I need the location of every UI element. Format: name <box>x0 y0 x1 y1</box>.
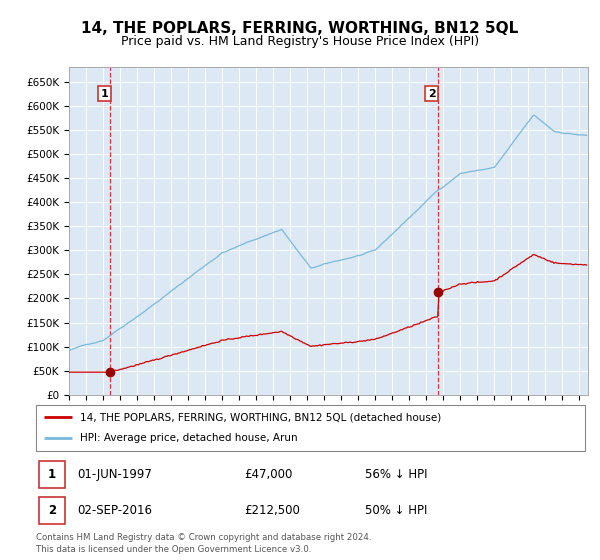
Text: 1: 1 <box>100 88 108 99</box>
Text: 14, THE POPLARS, FERRING, WORTHING, BN12 5QL: 14, THE POPLARS, FERRING, WORTHING, BN12… <box>82 21 518 36</box>
Bar <box>39 497 65 524</box>
Text: 50% ↓ HPI: 50% ↓ HPI <box>365 504 428 517</box>
Text: 01-JUN-1997: 01-JUN-1997 <box>77 468 152 481</box>
Text: 1: 1 <box>48 468 56 481</box>
Text: Contains HM Land Registry data © Crown copyright and database right 2024.
This d: Contains HM Land Registry data © Crown c… <box>36 533 371 554</box>
Text: 56% ↓ HPI: 56% ↓ HPI <box>365 468 428 481</box>
Text: 2: 2 <box>48 504 56 517</box>
Text: HPI: Average price, detached house, Arun: HPI: Average price, detached house, Arun <box>80 433 298 444</box>
Text: £47,000: £47,000 <box>245 468 293 481</box>
Text: 2: 2 <box>428 88 436 99</box>
Bar <box>39 461 65 488</box>
Text: 14, THE POPLARS, FERRING, WORTHING, BN12 5QL (detached house): 14, THE POPLARS, FERRING, WORTHING, BN12… <box>80 412 441 422</box>
Text: £212,500: £212,500 <box>245 504 301 517</box>
Text: 02-SEP-2016: 02-SEP-2016 <box>77 504 152 517</box>
Text: Price paid vs. HM Land Registry's House Price Index (HPI): Price paid vs. HM Land Registry's House … <box>121 35 479 48</box>
